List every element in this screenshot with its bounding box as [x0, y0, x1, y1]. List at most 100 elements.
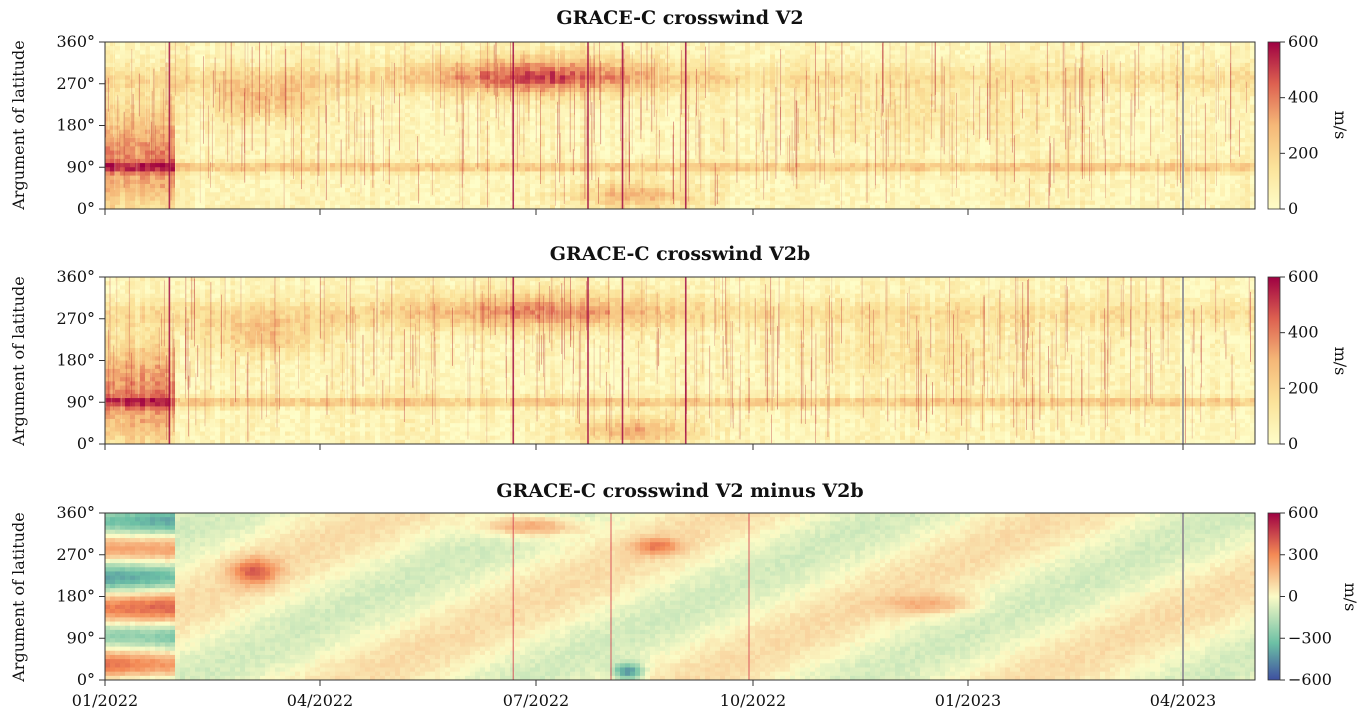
heatmap-cell: [440, 75, 446, 81]
heatmap-cell: [280, 87, 286, 93]
heatmap-cell: [215, 133, 221, 139]
heatmap-cell: [180, 125, 186, 131]
heatmap-cell: [425, 121, 431, 127]
heatmap-cell: [255, 175, 261, 181]
heatmap-cell: [195, 75, 201, 81]
heatmap-cell: [160, 167, 166, 173]
heatmap-cell: [610, 87, 616, 93]
heatmap-cell: [250, 62, 256, 68]
heatmap-cell: [305, 92, 311, 97]
heatmap-cell: [720, 104, 726, 110]
heatmap-cell: [680, 138, 686, 143]
heatmap-cell: [450, 62, 456, 68]
heatmap-cell: [475, 54, 481, 60]
heatmap-cell: [500, 67, 506, 72]
heatmap-cell: [380, 121, 386, 127]
heatmap-cell: [630, 83, 636, 89]
heatmap-cell: [400, 92, 406, 97]
heatmap-cell: [670, 96, 676, 102]
heatmap-cell: [475, 133, 481, 139]
heatmap-cell: [710, 158, 716, 164]
heatmap-cell: [375, 108, 381, 114]
heatmap-cell: [590, 87, 596, 93]
heatmap-cell: [685, 192, 691, 198]
heatmap-cell: [525, 108, 531, 114]
heatmap-cell: [450, 67, 456, 72]
heatmap-cell: [265, 100, 271, 106]
heatmap-cell: [685, 75, 691, 81]
heatmap-cell: [395, 92, 401, 97]
heatmap-cell: [270, 125, 276, 131]
heatmap-cell: [380, 192, 386, 198]
heatmap-cell: [105, 67, 111, 72]
heatmap-cell: [105, 108, 111, 114]
heatmap-cell: [590, 58, 596, 64]
heatmap-cell: [535, 108, 541, 114]
heatmap-cell: [500, 121, 506, 127]
heatmap-cell: [520, 138, 526, 143]
heatmap-cell: [340, 125, 346, 131]
heatmap-cell: [150, 179, 156, 185]
heatmap-cell: [630, 158, 636, 164]
heatmap-cell: [475, 129, 481, 135]
heatmap-cell: [670, 150, 676, 156]
heatmap-cell: [370, 54, 376, 60]
heatmap-cell: [650, 192, 656, 198]
heatmap-cell: [645, 129, 651, 135]
heatmap-cell: [560, 125, 566, 131]
heatmap-cell: [685, 96, 691, 102]
heatmap-cell: [635, 196, 641, 202]
heatmap-cell: [110, 204, 116, 209]
heatmap-cell: [345, 67, 351, 72]
heatmap-cell: [190, 108, 196, 114]
heatmap-cell: [445, 117, 451, 122]
heatmap-cell: [365, 204, 371, 209]
heatmap-cell: [650, 175, 656, 181]
heatmap-cell: [235, 50, 241, 56]
heatmap-cell: [405, 121, 411, 127]
heatmap-cell: [205, 179, 211, 185]
heatmap-cell: [500, 62, 506, 68]
heatmap-cell: [290, 79, 296, 85]
heatmap-cell: [380, 204, 386, 209]
heatmap-cell: [445, 50, 451, 56]
heatmap-cell: [370, 171, 376, 177]
heatmap-cell: [515, 87, 521, 93]
heatmap-cell: [650, 142, 656, 147]
heatmap-cell: [580, 108, 586, 114]
heatmap-cell: [340, 138, 346, 143]
heatmap-cell: [600, 71, 606, 76]
heatmap-cell: [420, 171, 426, 177]
heatmap-cell: [285, 96, 291, 102]
heatmap-cell: [690, 154, 696, 160]
heatmap-cell: [285, 192, 291, 198]
heatmap-cell: [330, 188, 336, 193]
heatmap-cell: [455, 75, 461, 81]
heatmap-cell: [685, 42, 691, 47]
heatmap-cell: [505, 200, 511, 206]
heatmap-cell: [495, 96, 501, 102]
heatmap-cell: [660, 62, 666, 68]
heatmap-cell: [505, 121, 511, 127]
heatmap-cell: [230, 163, 236, 168]
heatmap-cell: [325, 100, 331, 106]
heatmap-cell: [500, 183, 506, 189]
heatmap-cell: [380, 67, 386, 72]
heatmap-cell: [600, 79, 606, 85]
heatmap-cell: [710, 192, 716, 198]
heatmap-cell: [465, 67, 471, 72]
heatmap-cell: [690, 125, 696, 131]
heatmap-cell: [280, 204, 286, 209]
heatmap-cell: [525, 192, 531, 198]
heatmap-cell: [660, 138, 666, 143]
heatmap-cell: [290, 125, 296, 131]
heatmap-cell: [565, 67, 571, 72]
heatmap-cell: [275, 42, 281, 47]
heatmap-cell: [540, 67, 546, 72]
heatmap-cell: [550, 71, 556, 76]
heatmap-cell: [350, 196, 356, 202]
heatmap-cell: [480, 117, 486, 122]
heatmap-cell: [180, 192, 186, 198]
heatmap-cell: [405, 200, 411, 206]
